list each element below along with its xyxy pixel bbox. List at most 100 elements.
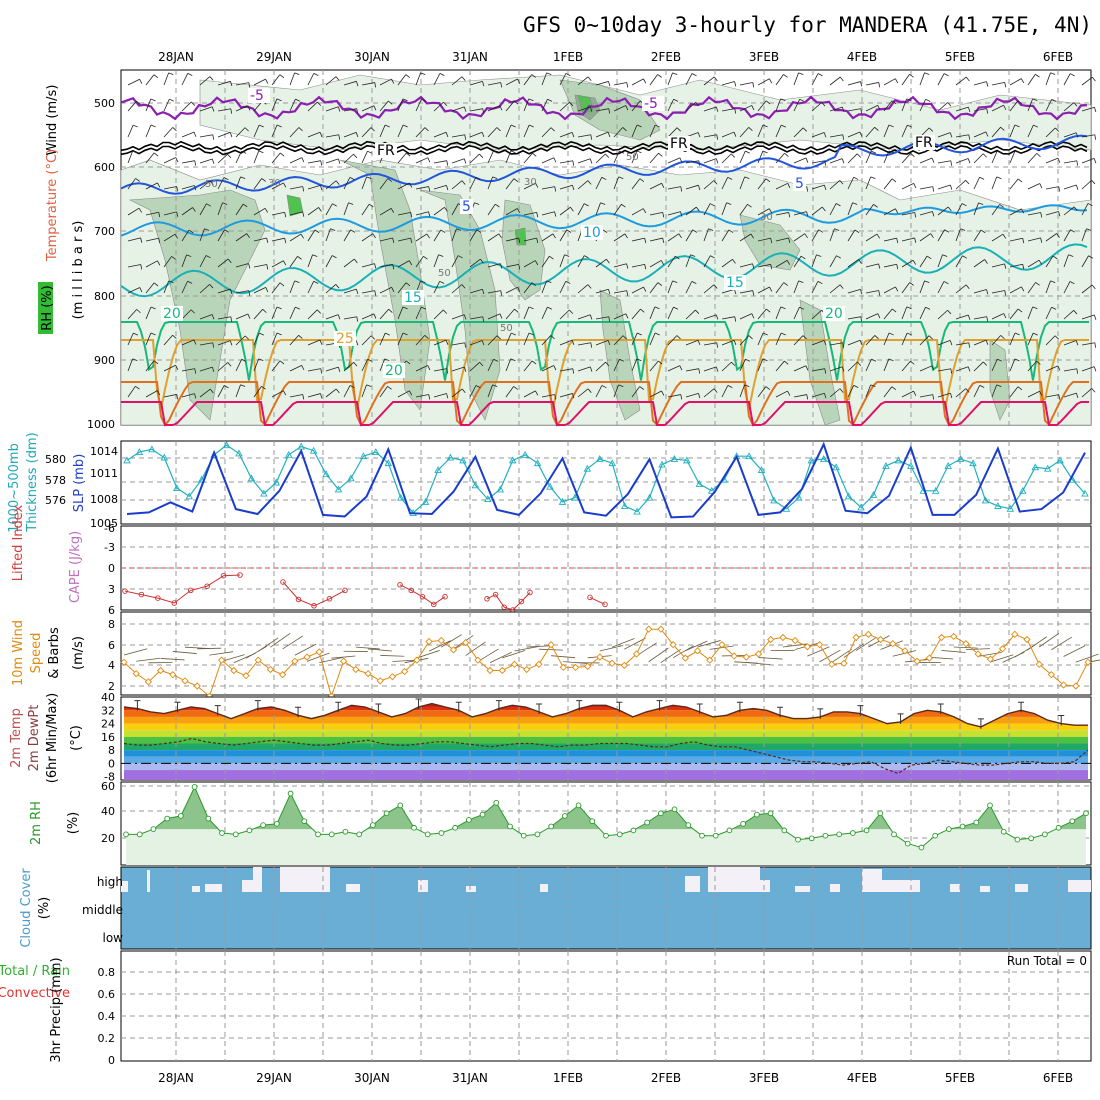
wind-barb-flag — [924, 72, 930, 75]
rh-point — [534, 831, 541, 838]
temp-minmax-bar — [455, 701, 462, 713]
wind-barb-flag — [1000, 126, 1005, 131]
contour-label-bg — [642, 96, 664, 111]
wind-barb — [559, 339, 573, 346]
wind-barb-flag — [482, 316, 485, 322]
wind-barb — [181, 160, 195, 164]
wind-barbs-10m — [123, 632, 1100, 666]
wind-barb — [1027, 282, 1036, 294]
wind-barb-flag — [211, 314, 215, 320]
thickness-point — [496, 485, 505, 493]
wind-barb-flag — [1039, 183, 1043, 189]
wind-barb — [847, 108, 861, 112]
wind-barb-flag — [1058, 394, 1061, 400]
thickness-point — [135, 448, 144, 456]
wind-barb — [865, 384, 871, 398]
wind-barb — [973, 385, 981, 398]
wind-barb — [721, 81, 735, 86]
wind-barb-flag — [547, 306, 553, 310]
wind-barb — [253, 386, 262, 398]
wind-barb — [505, 264, 519, 268]
wind-barb — [919, 255, 928, 268]
wind-barb — [721, 108, 735, 112]
wind-speed-point — [913, 657, 921, 665]
wind-barb — [1045, 72, 1051, 86]
wind-barb — [217, 340, 231, 346]
wind-barb — [361, 335, 372, 346]
wind-barb-flag — [392, 264, 395, 270]
precip-ticks: 0.80.60.40.20 — [98, 966, 116, 1067]
wind-barb — [433, 368, 447, 372]
wind-barb-flag — [302, 211, 305, 217]
wind-barb — [667, 394, 681, 398]
wind-barb — [451, 255, 459, 268]
wind-barb-flag — [317, 101, 322, 106]
wind-barb — [253, 264, 267, 268]
wind-barb-flag — [1021, 286, 1025, 292]
wind-barb-10m — [697, 640, 721, 648]
wind-barb-10m — [441, 634, 462, 648]
wind-barb — [865, 127, 875, 138]
wind-barb-flag — [405, 360, 411, 365]
thickness-point — [695, 479, 704, 487]
wind-barb-flag — [769, 78, 773, 84]
wind-barb-10m — [929, 656, 954, 660]
wind-barb — [775, 98, 782, 112]
wind-barb-flag — [230, 316, 233, 322]
wind-speed-point — [132, 669, 140, 678]
wind-barb-flag — [658, 152, 663, 157]
rh-contour-label: 30 — [268, 178, 281, 189]
wind-barb — [631, 178, 641, 190]
wind-barb-flag — [283, 260, 287, 266]
rh-point — [342, 828, 349, 835]
wind-barb — [883, 237, 897, 242]
wind-barb-flag — [353, 153, 358, 159]
rh-point — [850, 830, 856, 836]
contour-label: 20 — [163, 306, 181, 322]
wind-barb-flag — [227, 362, 232, 367]
wind-barb — [379, 286, 392, 294]
wind-barb — [343, 316, 357, 320]
wind-barb-flag — [842, 134, 845, 140]
wind-barb — [343, 108, 357, 112]
contour-label: 10 — [583, 225, 601, 241]
wind-barb — [937, 392, 951, 398]
wind-barb-flag — [496, 335, 501, 340]
wind-barb — [1009, 386, 1019, 398]
thickness-point — [148, 445, 156, 453]
wind-barb-flag — [510, 332, 516, 336]
wind-barb — [289, 365, 302, 372]
wind-barb — [703, 158, 717, 164]
wind-barb-flag — [513, 386, 518, 390]
cloud-clear-gap — [466, 886, 476, 892]
wind-barb — [757, 263, 771, 268]
wind-barb-flag — [912, 260, 917, 265]
wind-barb-flag — [925, 306, 931, 310]
wind-barb-flag — [171, 256, 176, 260]
wind-barb-flag — [335, 180, 340, 185]
wind-barb-flag — [445, 339, 449, 345]
wind-barb-10m — [660, 648, 682, 663]
wind-speed-point — [254, 656, 262, 664]
thickness-point — [819, 455, 828, 462]
wind-barb-flag — [853, 385, 859, 388]
wind-barb-10m — [807, 646, 830, 657]
contour-label-bg — [334, 331, 356, 346]
precip-axis-label-b: Convective — [0, 986, 70, 1001]
wind-barb-flag — [1055, 127, 1060, 132]
lifted-index-line — [124, 574, 241, 604]
wind-barb — [145, 332, 152, 346]
wind-barb — [685, 160, 699, 164]
wind-barb — [181, 101, 192, 112]
wind-barb — [397, 306, 404, 320]
wind-barb-flag — [1070, 73, 1075, 77]
wind-barb-10m — [1051, 636, 1072, 651]
wind-barb-flag — [713, 76, 718, 82]
wind-barb-flag — [984, 259, 988, 264]
wind-barb-flag — [744, 384, 750, 387]
wind-barb — [955, 203, 963, 216]
wind-barb — [901, 306, 908, 320]
thickness-point — [558, 497, 567, 505]
